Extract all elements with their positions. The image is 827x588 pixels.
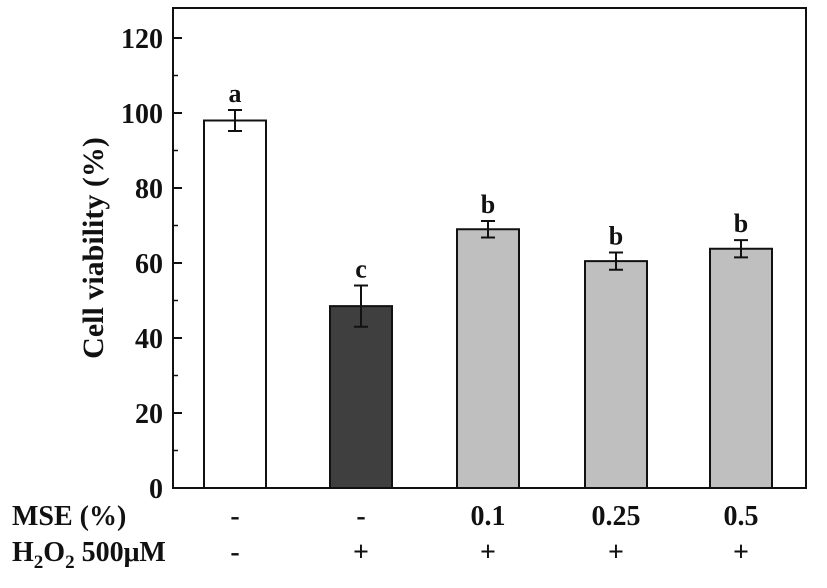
condition-table: MSE (%) H2O2 500μM - -0.1 0.25 0.5- + + + + (12, 501, 759, 573)
y-axis: 0 20 40 60 80 100 120 (121, 24, 182, 505)
condition-value: 0.1 (471, 501, 506, 532)
y-tick-label: 100 (121, 99, 163, 130)
bar (584, 260, 648, 489)
bars-group (203, 119, 773, 489)
y-tick-label: 120 (121, 24, 163, 55)
bar (329, 305, 393, 489)
condition-value: + (480, 537, 496, 568)
bar (456, 228, 520, 489)
condition-value: - (230, 537, 239, 568)
significance-letter: b (609, 222, 623, 251)
h2o2-conc: 500μM (75, 537, 166, 568)
significance-letter: a (229, 79, 242, 108)
significance-letter: b (481, 190, 495, 219)
y-tick-label: 20 (135, 399, 163, 430)
significance-labels: a c b b b (229, 79, 749, 284)
y-tick-label: 0 (149, 474, 163, 505)
condition-value: 0.5 (724, 501, 759, 532)
condition-values: - - 0.1 0.25 0.5 - + + + + (230, 501, 758, 568)
condition-value: - (356, 501, 365, 532)
y-tick-label: 60 (135, 249, 163, 280)
bar (203, 119, 267, 489)
y-tick-label: 40 (135, 324, 163, 355)
condition-value: 0.25 (592, 501, 641, 532)
condition-label-mse: MSE (%) (12, 501, 126, 532)
y-tick-label: 80 (135, 174, 163, 205)
condition-value: + (353, 537, 369, 568)
error-bars-group (228, 109, 748, 328)
bar (709, 247, 773, 489)
h2o2-sub-2: 2 (65, 552, 75, 573)
condition-value: + (733, 537, 749, 568)
condition-value: - (230, 501, 239, 532)
significance-letter: b (734, 209, 748, 238)
condition-value: + (608, 537, 624, 568)
condition-label-h2o2: H2O2 500μM (12, 537, 166, 573)
h2o2-h: H (12, 537, 34, 568)
h2o2-o: O (43, 537, 65, 568)
h2o2-sub-1: 2 (34, 552, 44, 573)
significance-letter: c (355, 255, 367, 284)
y-axis-label: Cell viability (%) (77, 137, 110, 359)
